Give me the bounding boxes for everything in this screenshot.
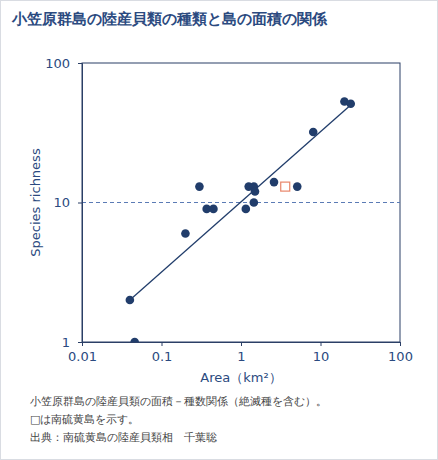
note: 小笠原群島の陸産貝類の面積－種数関係（絶滅種を含む）。 [30, 395, 327, 408]
tick-label: 0.1 [152, 349, 173, 364]
point [251, 187, 260, 196]
tick-mark [78, 342, 82, 343]
point [209, 205, 218, 214]
point [281, 182, 290, 191]
tick-mark [400, 342, 401, 346]
chart: 小笠原群島の陸産貝類の種類と島の面積の関係 0.01 0.1 1 10 100 1 10 100… [0, 0, 438, 460]
tick-label: 1 [62, 335, 70, 350]
tick-label: 100 [388, 349, 413, 364]
tick: 100 [388, 342, 413, 364]
tick-mark [162, 342, 163, 346]
tick: 10 [313, 342, 330, 364]
tick: 1 [237, 342, 245, 364]
axis-line [83, 343, 401, 347]
point [270, 178, 279, 187]
tick-label: 100 [45, 56, 70, 71]
plot-frame [82, 63, 400, 342]
tick-mark [78, 203, 82, 204]
background [1, 1, 438, 460]
tick-mark [321, 342, 322, 346]
tick-mark [78, 63, 82, 64]
point [346, 99, 355, 108]
tick: 0.01 [68, 342, 97, 364]
x-axis-title: Area（km²） [200, 370, 281, 385]
point [181, 229, 190, 238]
y-axis: 1 10 100 [45, 56, 82, 350]
tick-label: 0.01 [68, 349, 97, 364]
point [195, 182, 204, 191]
point [130, 338, 139, 342]
tick: 10 [53, 195, 82, 210]
point [293, 182, 302, 191]
note: 出典：南硫黄島の陸産貝類相 千葉聡 [30, 431, 217, 444]
marks [126, 97, 355, 342]
tick: 1 [62, 335, 82, 350]
note: □は南硫黄島を示す。 [30, 413, 139, 426]
title: 小笠原群島の陸産貝類の種類と島の面積の関係 [11, 10, 328, 28]
tick-label: 1 [237, 349, 245, 364]
point [250, 198, 259, 207]
tick-label: 10 [313, 349, 330, 364]
point [242, 205, 251, 214]
y-axis-title: Species richness [28, 148, 43, 257]
point [126, 296, 135, 305]
fit-line [130, 105, 351, 300]
tick-mark [241, 342, 242, 346]
tick: 0.1 [152, 342, 173, 364]
tick-label: 10 [53, 195, 70, 210]
axis-line [78, 64, 83, 343]
x-axis: 0.01 0.1 1 10 100 [68, 342, 413, 364]
tick: 100 [45, 56, 82, 71]
point [309, 128, 318, 137]
